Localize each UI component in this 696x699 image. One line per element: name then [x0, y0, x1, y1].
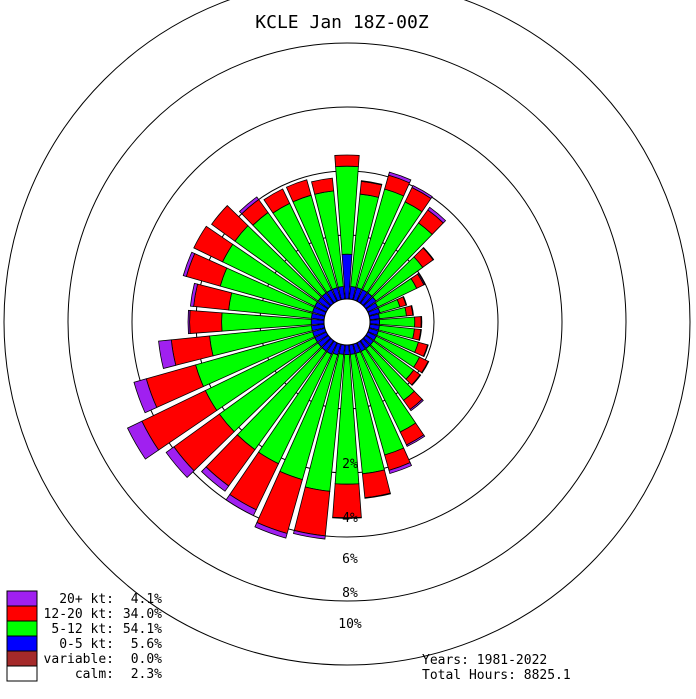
petal-270-20plus-kt — [187, 309, 191, 335]
petal-290-20plus-kt — [182, 251, 196, 278]
legend-swatch-4 — [6, 635, 38, 652]
petal-190-12-20kt — [293, 486, 331, 537]
petal-150-20plus-kt — [405, 434, 426, 447]
petal-70-20plus-kt — [402, 296, 408, 306]
legend-label-3: 5-12 kt: — [51, 622, 114, 637]
legend-swatch-2 — [6, 605, 38, 622]
ring-4 — [67, 42, 627, 602]
petal-30-20plus-kt — [411, 184, 433, 199]
legend-label-4: 0-5 kt: — [59, 637, 114, 652]
petal-90-12-20kt — [414, 316, 422, 328]
legend: 20+ kt: 4.1% 12-20 kt: 34.0% 5-12 kt: 54.1% 0-… — [6, 590, 162, 682]
ring-3 — [131, 106, 563, 538]
stats-block: Years: 1981-2022 Total Hours: 8825.1 — [422, 653, 571, 683]
ring-label-3: 6% — [342, 552, 358, 567]
petal-20-20plus-kt — [388, 171, 412, 184]
legend-swatch-1 — [6, 590, 38, 607]
petal-130-20plus-kt — [411, 374, 422, 386]
wind-petals — [126, 154, 447, 540]
petal-180-20plus-kt — [332, 516, 362, 519]
ring-label-2: 4% — [342, 511, 358, 526]
petal-220-20plus-kt — [201, 466, 230, 492]
petal-50-20plus-kt — [422, 246, 435, 261]
ring-label-4: 8% — [342, 586, 358, 601]
petal-350-12-20kt — [311, 177, 335, 195]
petal-300-12-20kt — [193, 225, 234, 263]
legend-value-1: 4.1% — [131, 592, 162, 607]
chart-title: KCLE Jan 18Z-00Z — [255, 12, 429, 33]
calm-center-circle — [323, 298, 371, 346]
petal-40-20plus-kt — [427, 206, 447, 224]
legend-label-2: 12-20 kt: — [44, 607, 114, 622]
petal-190-20plus-kt — [292, 529, 326, 540]
petal-0-12-20kt — [334, 154, 360, 168]
ring-5 — [3, 0, 691, 666]
legend-swatch-5 — [6, 650, 38, 667]
legend-value-3: 54.1% — [123, 622, 162, 637]
petal-210-20plus-kt — [225, 493, 257, 517]
legend-value-5: 0.0% — [131, 652, 162, 667]
petal-260-20plus-kt — [158, 339, 177, 369]
legend-swatch-3 — [6, 620, 38, 637]
petal-340-12-20kt — [285, 179, 312, 203]
petal-260-12-20kt — [170, 335, 214, 366]
petal-90-0-5kt — [369, 319, 380, 325]
petal-270-0-5kt — [310, 318, 325, 326]
ring-label-5: 10% — [338, 617, 362, 632]
petal-10-20plus-kt — [360, 180, 383, 186]
petal-230-20plus-kt — [165, 446, 195, 479]
total-hours-text: Total Hours: 8825.1 — [422, 668, 571, 683]
petal-80-20plus-kt — [410, 305, 414, 316]
legend-swatch-6 — [6, 665, 38, 682]
legend-label-1: 20+ kt: — [59, 592, 114, 607]
petal-310-12-20kt — [210, 205, 249, 242]
petal-140-20plus-kt — [409, 398, 424, 412]
petal-270-12-20kt — [189, 310, 223, 334]
ring-labels: 2% 4% 6% 8% 10% — [338, 457, 362, 632]
years-text: Years: 1981-2022 — [422, 653, 547, 668]
petal-180-0-5kt — [344, 344, 350, 355]
petal-280-20plus-kt — [189, 282, 198, 307]
petal-170-20plus-kt — [364, 492, 391, 499]
petal-240-20plus-kt — [126, 420, 160, 460]
petal-160-20plus-kt — [388, 462, 413, 474]
petal-100-20plus-kt — [418, 329, 422, 341]
legend-value-6: 2.3% — [131, 667, 162, 682]
petal-110-20plus-kt — [422, 344, 429, 358]
petal-170-12-20kt — [361, 469, 391, 499]
petal-320-20plus-kt — [238, 196, 260, 215]
petal-120-20plus-kt — [421, 360, 430, 374]
petal-330-12-20kt — [263, 188, 291, 214]
legend-value-4: 5.6% — [131, 637, 162, 652]
legend-value-2: 34.0% — [123, 607, 162, 622]
petal-90-20plus-kt — [420, 316, 423, 328]
petal-200-20plus-kt — [254, 521, 288, 539]
ring-label-1: 2% — [342, 457, 358, 472]
legend-label-6: calm: — [75, 667, 114, 682]
petal-60-20plus-kt — [417, 272, 426, 286]
legend-label-5: variable: — [44, 652, 114, 667]
petal-250-20plus-kt — [133, 378, 158, 414]
